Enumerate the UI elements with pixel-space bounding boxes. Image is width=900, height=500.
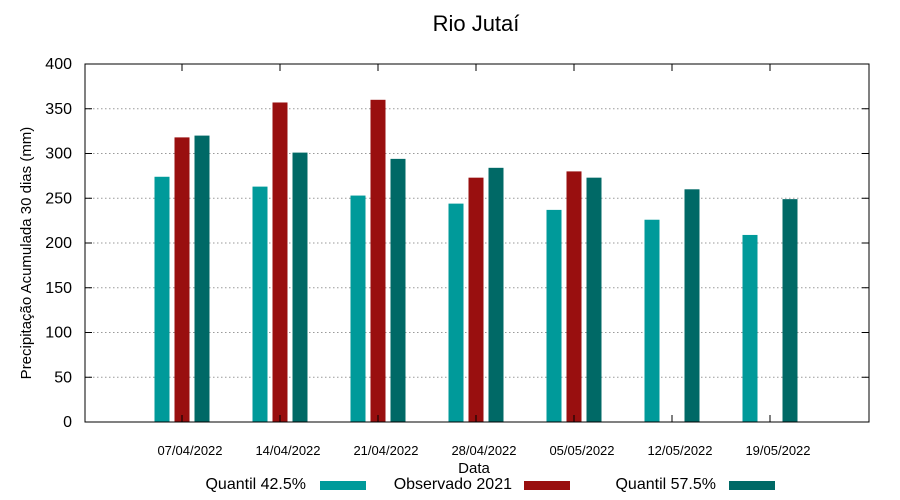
x-tick-label-0: 07/04/2022 bbox=[157, 443, 222, 458]
bar-series1-4 bbox=[566, 171, 582, 422]
legend-swatch-1 bbox=[524, 481, 570, 490]
y-tick-label-3: 150 bbox=[45, 280, 72, 297]
y-tick-label-2: 100 bbox=[45, 325, 72, 342]
legend-swatch-0 bbox=[320, 481, 366, 490]
legend-swatch-2 bbox=[729, 481, 775, 490]
bar-series1-1 bbox=[272, 102, 288, 423]
bars bbox=[154, 99, 798, 423]
bar-series2-3 bbox=[488, 167, 504, 422]
x-axis-ticks: 07/04/2022 14/04/2022 21/04/2022 28/04/2022… bbox=[157, 64, 811, 458]
chart-title: Rio Jutaí bbox=[433, 11, 520, 36]
bar-series2-0 bbox=[194, 135, 210, 422]
legend: Quantil 42.5% Observado 2021 Quantil 57.5% bbox=[205, 476, 775, 493]
y-tick-label-0: 0 bbox=[63, 414, 72, 431]
x-tick-label-3: 28/04/2022 bbox=[451, 443, 516, 458]
y-tick-label-5: 250 bbox=[45, 190, 72, 207]
x-axis-label: Data bbox=[458, 460, 490, 477]
y-tick-label-8: 400 bbox=[45, 56, 72, 73]
bar-series0-1 bbox=[252, 186, 268, 422]
x-tick-label-5: 12/05/2022 bbox=[647, 443, 712, 458]
legend-label-2: Quantil 57.5% bbox=[615, 476, 716, 493]
bar-series0-4 bbox=[546, 209, 562, 422]
bar-series2-4 bbox=[586, 177, 602, 422]
bar-series2-2 bbox=[390, 158, 406, 422]
x-tick-label-6: 19/05/2022 bbox=[745, 443, 810, 458]
bar-series1-2 bbox=[370, 99, 386, 423]
bar-series2-6 bbox=[782, 199, 798, 422]
bar-series1-0 bbox=[174, 137, 190, 422]
x-tick-label-4: 05/05/2022 bbox=[549, 443, 614, 458]
bar-series2-5 bbox=[684, 189, 700, 422]
y-tick-label-4: 200 bbox=[45, 235, 72, 252]
bar-series0-2 bbox=[350, 195, 366, 422]
bar-series2-1 bbox=[292, 152, 308, 423]
bar-series0-6 bbox=[742, 234, 758, 422]
y-axis-label: Precipitação Acumulada 30 dias (mm) bbox=[18, 127, 35, 380]
legend-label-0: Quantil 42.5% bbox=[205, 476, 306, 493]
bar-series0-0 bbox=[154, 176, 170, 422]
x-tick-label-1: 14/04/2022 bbox=[255, 443, 320, 458]
bar-series1-3 bbox=[468, 177, 484, 422]
legend-label-1: Observado 2021 bbox=[394, 476, 512, 493]
y-tick-label-1: 50 bbox=[54, 369, 72, 386]
y-tick-label-6: 300 bbox=[45, 146, 72, 163]
bar-series0-3 bbox=[448, 203, 464, 422]
y-tick-label-7: 350 bbox=[45, 101, 72, 118]
x-tick-label-2: 21/04/2022 bbox=[353, 443, 418, 458]
y-axis-ticks: 0 50 100 150 200 250 300 350 400 bbox=[45, 56, 869, 431]
bar-series0-5 bbox=[644, 219, 660, 422]
